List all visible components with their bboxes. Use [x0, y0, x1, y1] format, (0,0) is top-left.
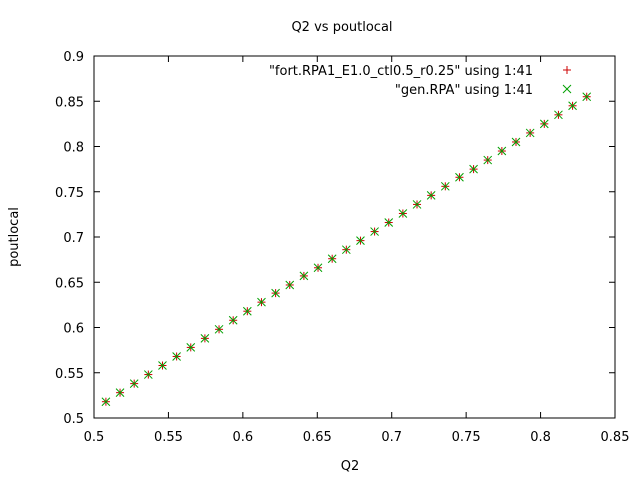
data-point [214, 324, 224, 334]
x-tick-label: 0.75 [452, 430, 481, 445]
data-point [497, 146, 507, 156]
x-tick-label: 0.5 [84, 430, 105, 445]
x-tick-label: 0.7 [381, 430, 402, 445]
data-point [341, 245, 351, 255]
data-point [200, 334, 210, 343]
plot-frame [93, 55, 616, 419]
y-tick-label: 0.55 [55, 367, 84, 382]
data-point [582, 92, 592, 102]
data-point [285, 280, 295, 290]
y-tick-label: 0.85 [55, 95, 84, 110]
data-point [143, 370, 153, 379]
y-tick-label: 0.75 [55, 186, 84, 201]
legend-marker [563, 66, 571, 74]
data-point [129, 379, 139, 388]
x-tick-label: 0.6 [233, 430, 254, 445]
y-axis: 0.5 0.55 0.6 0.65 0.7 0.75 0.8 0.85 0.9 [55, 50, 615, 427]
data-point [568, 101, 577, 111]
data-point [299, 271, 309, 281]
series-2 [101, 92, 592, 407]
x-tick-label: 0.85 [601, 430, 630, 445]
data-point [511, 137, 521, 147]
data-point [525, 128, 535, 138]
data-point [554, 110, 563, 120]
legend-label: "gen.RPA" using 1:41 [395, 83, 533, 98]
legend-marker [562, 84, 572, 94]
data-point [271, 288, 280, 298]
x-tick-label: 0.65 [303, 430, 332, 445]
data-point [384, 218, 394, 227]
data-point [398, 209, 408, 218]
data-point [313, 263, 323, 273]
data-point [327, 254, 337, 264]
y-tick-label: 0.6 [63, 322, 84, 337]
data-point [257, 297, 266, 307]
y-tick-label: 0.7 [63, 231, 84, 246]
data-point [370, 227, 379, 236]
x-axis: 0.5 0.55 0.6 0.65 0.7 0.75 0.8 0.85 [84, 56, 630, 445]
data-point [186, 343, 196, 352]
data-point [115, 388, 125, 398]
y-tick-label: 0.9 [63, 50, 84, 65]
data-point [412, 200, 422, 209]
legend-label: "fort.RPA1_E1.0_ctl0.5_r0.25" using 1:41 [269, 64, 533, 79]
chart-title: Q2 vs poutlocal [291, 20, 392, 35]
data-point [426, 191, 436, 200]
data-point [356, 236, 365, 245]
data-point [242, 306, 252, 316]
x-tick-label: 0.8 [530, 430, 551, 445]
data-point [539, 119, 549, 129]
x-axis-label: Q2 [341, 459, 360, 474]
data-point [469, 164, 478, 174]
data-point [483, 155, 493, 165]
y-tick-label: 0.65 [55, 276, 84, 291]
y-tick-label: 0.5 [63, 412, 84, 427]
data-point [228, 315, 238, 325]
data-point [172, 352, 181, 361]
y-axis-label: poutlocal [7, 207, 22, 267]
data-point [455, 172, 464, 182]
data-series [101, 92, 592, 407]
legend: "fort.RPA1_E1.0_ctl0.5_r0.25" using 1:41… [269, 64, 572, 98]
data-point [158, 361, 167, 370]
y-tick-label: 0.8 [63, 141, 84, 156]
data-point [101, 397, 111, 407]
x-tick-label: 0.55 [154, 430, 183, 445]
data-point [440, 181, 450, 191]
